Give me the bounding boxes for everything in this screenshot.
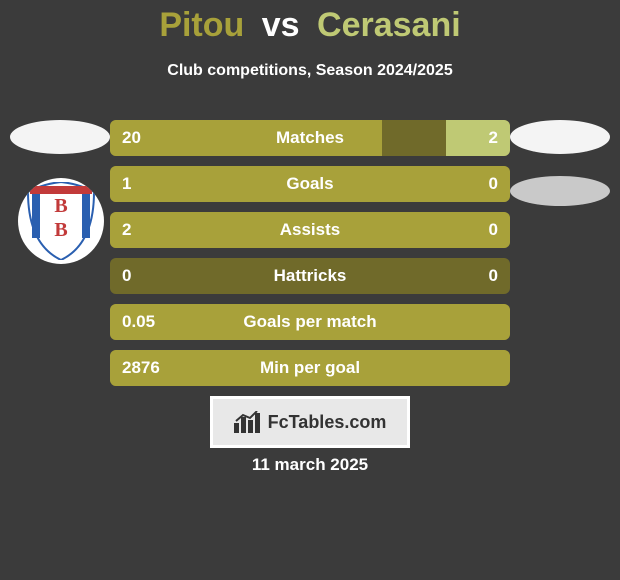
stat-row: 0.05Goals per match [110,304,510,340]
bar-chart-icon [234,411,262,433]
stat-label: Hattricks [110,266,510,286]
stat-row: 10Goals [110,166,510,202]
stat-label: Goals per match [110,312,510,332]
stat-label: Matches [110,128,510,148]
crest-icon: B B [26,182,96,260]
title: Pitou vs Cerasani [0,6,620,45]
team-badge-top-left [10,120,110,154]
infographic-date: 11 march 2025 [0,455,620,475]
team-badge-mid-right [510,176,610,206]
title-player1: Pitou [159,6,244,44]
stats-container: 202Matches 10Goals 20Assists 00Hattricks 0.0… [110,120,510,396]
svg-text:B: B [54,195,67,217]
stat-row: 202Matches [110,120,510,156]
svg-text:B: B [54,219,67,241]
title-player2: Cerasani [317,6,461,44]
team-badge-top-right [510,120,610,154]
source-logo-text: FcTables.com [268,412,387,433]
stat-label: Goals [110,174,510,194]
stat-label: Assists [110,220,510,240]
title-vs: vs [262,6,300,44]
club-crest-left: B B [18,178,104,264]
stat-label: Min per goal [110,358,510,378]
stat-row: 20Assists [110,212,510,248]
stat-row: 2876Min per goal [110,350,510,386]
subtitle: Club competitions, Season 2024/2025 [0,62,620,80]
source-logo: FcTables.com [210,396,410,448]
comparison-infographic: Pitou vs Cerasani Club competitions, Sea… [0,0,620,580]
stat-row: 00Hattricks [110,258,510,294]
